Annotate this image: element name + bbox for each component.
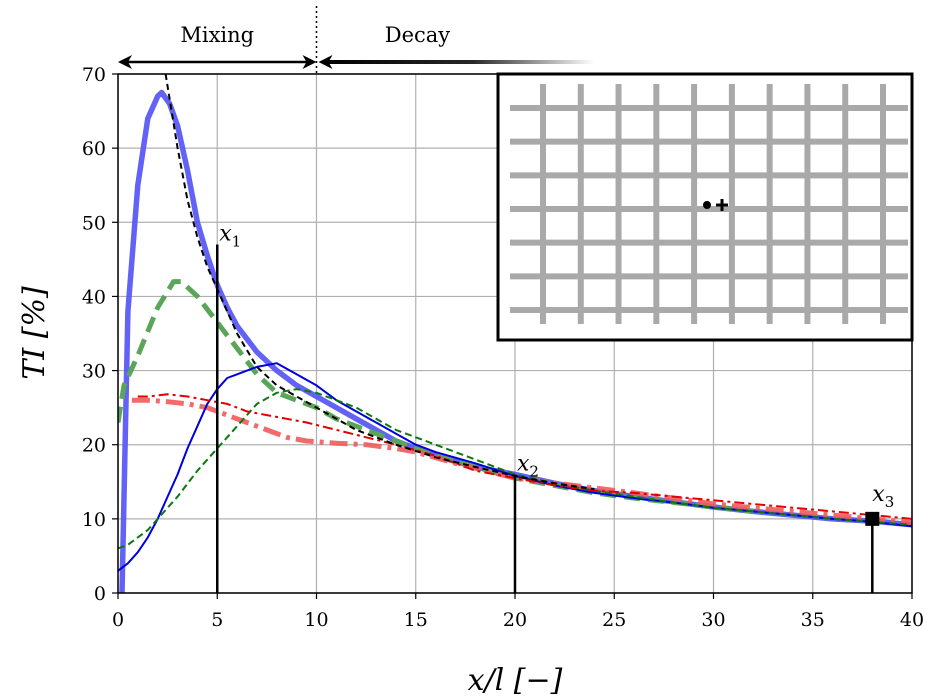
probe-square-marker xyxy=(865,511,880,526)
y-tick-label: 30 xyxy=(82,361,106,383)
inset-plus-marker xyxy=(716,199,728,211)
x-tick-label: 20 xyxy=(503,609,527,631)
series-group xyxy=(118,74,912,593)
y-tick-label: 20 xyxy=(82,435,106,457)
y-tick-label: 70 xyxy=(82,64,106,86)
x-tick-label: 0 xyxy=(112,609,124,631)
x-tick-label: 10 xyxy=(304,609,328,631)
series-line-fit-dashed xyxy=(164,74,595,491)
region-label: Mixing xyxy=(180,23,254,47)
arrow-head-left xyxy=(118,55,132,69)
probe-label: x3 xyxy=(872,482,894,511)
x-tick-label: 25 xyxy=(602,609,626,631)
series-line-thin-dashed xyxy=(118,388,912,550)
probe-label: x1 xyxy=(219,222,241,251)
series-line-thick-dashdot xyxy=(131,397,912,526)
x-tick-label: 40 xyxy=(900,609,924,631)
decay-arrow xyxy=(322,60,595,64)
regions: Mixing Decay xyxy=(118,6,595,74)
arrow-head-left xyxy=(318,55,333,69)
y-tick-label: 10 xyxy=(82,509,106,531)
inset-dot-marker xyxy=(703,201,711,209)
arrow-head-right xyxy=(302,55,317,69)
y-tick-label: 40 xyxy=(82,286,106,308)
y-axis-title: TI [%] xyxy=(17,286,52,380)
probe-label: x2 xyxy=(517,451,539,480)
x-tick-label: 5 xyxy=(211,609,223,631)
region-label: Decay xyxy=(385,23,451,47)
x-axis-title: x/l [−] xyxy=(468,663,563,698)
y-tick-label: 50 xyxy=(82,212,106,234)
y-tick-label: 60 xyxy=(82,138,106,160)
x-tick-label: 35 xyxy=(801,609,825,631)
x-tick-label: 15 xyxy=(404,609,428,631)
x-tick-label: 30 xyxy=(701,609,725,631)
probe-group: x1 x2 x3 xyxy=(216,222,894,593)
y-tick-label: 0 xyxy=(94,583,106,605)
ticks: 0 5 10 15 20 25 30 35 40 0 10 20 30 40 50 60 70 xyxy=(82,64,924,631)
inset-grid-diagram xyxy=(496,72,914,342)
